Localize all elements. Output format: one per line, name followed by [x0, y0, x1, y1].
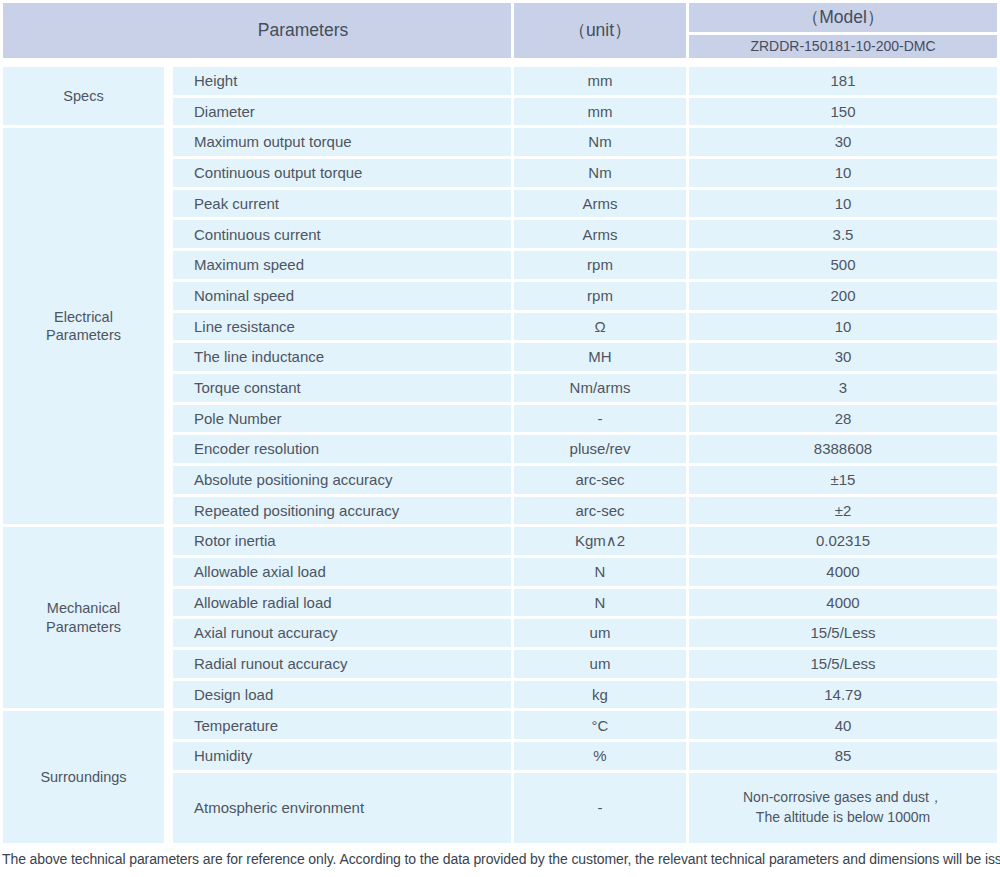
value-cell: Non-corrosive gases and dust， The altitu… [689, 773, 997, 843]
value-cell: 150 [689, 98, 997, 126]
value-cell: 3.5 [689, 220, 997, 248]
section-label: Electrical Parameters [3, 128, 170, 524]
section-label: Specs [3, 67, 170, 125]
param-name-cell: Torque constant [173, 374, 511, 402]
param-name-cell: Rotor inertia [173, 527, 511, 555]
unit-cell: % [514, 742, 686, 770]
value-cell: 8388608 [689, 435, 997, 463]
unit-cell: N [514, 589, 686, 617]
value-cell: 15/5/Less [689, 619, 997, 647]
value-cell: 30 [689, 343, 997, 371]
param-name-cell: Continuous current [173, 220, 511, 248]
unit-cell: arc-sec [514, 466, 686, 494]
value-cell: 3 [689, 374, 997, 402]
param-name-cell: Allowable axial load [173, 558, 511, 586]
unit-cell: - [514, 773, 686, 843]
unit-cell: N [514, 558, 686, 586]
footnote: The above technical parameters are for r… [2, 851, 999, 867]
section-label-text: Mechanical Parameters [32, 599, 136, 637]
model-code: ZRDDR-150181-10-200-DMC [689, 35, 997, 64]
value-cell: 200 [689, 282, 997, 310]
unit-cell: mm [514, 98, 686, 126]
spec-table: Parameters （unit） （Model） ZRDDR-150181-1… [3, 3, 997, 843]
unit-cell: Kgm∧2 [514, 527, 686, 555]
unit-cell: arc-sec [514, 497, 686, 525]
value-cell: 500 [689, 251, 997, 279]
value-cell: 30 [689, 128, 997, 156]
param-name-cell: Allowable radial load [173, 589, 511, 617]
unit-cell: kg [514, 681, 686, 709]
param-name-cell: Pole Number [173, 405, 511, 433]
value-cell: ±2 [689, 497, 997, 525]
param-name-cell: Diameter [173, 98, 511, 126]
value-cell: 4000 [689, 558, 997, 586]
value-cell: 4000 [689, 589, 997, 617]
unit-cell: - [514, 405, 686, 433]
unit-cell: Nm [514, 128, 686, 156]
unit-cell: °C [514, 711, 686, 739]
value-cell: 15/5/Less [689, 650, 997, 678]
section-label-text: Specs [63, 87, 103, 106]
section-label-text: Electrical Parameters [32, 308, 136, 346]
value-cell: 28 [689, 405, 997, 433]
section-label: Surroundings [3, 711, 170, 842]
model-header: （Model） [689, 3, 997, 32]
value-cell: 85 [689, 742, 997, 770]
param-name-cell: Design load [173, 681, 511, 709]
unit-cell: MH [514, 343, 686, 371]
param-name-cell: Repeated positioning accuracy [173, 497, 511, 525]
param-name-cell: Maximum speed [173, 251, 511, 279]
param-name-cell: Absolute positioning accuracy [173, 466, 511, 494]
unit-header: （unit） [514, 3, 686, 64]
param-name-cell: Line resistance [173, 313, 511, 341]
unit-cell: um [514, 650, 686, 678]
value-cell: 10 [689, 313, 997, 341]
unit-cell: Nm/arms [514, 374, 686, 402]
spec-sheet-page: Parameters （unit） （Model） ZRDDR-150181-1… [0, 0, 1000, 877]
value-cell: 40 [689, 711, 997, 739]
param-name-cell: Continuous output torque [173, 159, 511, 187]
unit-cell: Arms [514, 190, 686, 218]
param-name-cell: Temperature [173, 711, 511, 739]
unit-cell: um [514, 619, 686, 647]
param-name-cell: Maximum output torque [173, 128, 511, 156]
param-name-cell: Radial runout accuracy [173, 650, 511, 678]
param-name-cell: Encoder resolution [173, 435, 511, 463]
value-cell: 10 [689, 190, 997, 218]
unit-cell: mm [514, 67, 686, 95]
unit-cell: rpm [514, 251, 686, 279]
param-name-cell: Atmospheric environment [173, 773, 511, 843]
section-label: Mechanical Parameters [3, 527, 170, 708]
param-name-cell: Nominal speed [173, 282, 511, 310]
unit-cell: Ω [514, 313, 686, 341]
unit-cell: Nm [514, 159, 686, 187]
value-cell: 181 [689, 67, 997, 95]
value-cell: 0.02315 [689, 527, 997, 555]
unit-cell: Arms [514, 220, 686, 248]
unit-cell: rpm [514, 282, 686, 310]
value-cell: 10 [689, 159, 997, 187]
unit-cell: pluse/rev [514, 435, 686, 463]
param-name-cell: Humidity [173, 742, 511, 770]
param-name-cell: The line inductance [173, 343, 511, 371]
param-name-cell: Peak current [173, 190, 511, 218]
value-cell: ±15 [689, 466, 997, 494]
value-cell: 14.79 [689, 681, 997, 709]
param-name-cell: Height [173, 67, 511, 95]
parameters-header: Parameters [3, 3, 511, 64]
param-name-cell: Axial runout accuracy [173, 619, 511, 647]
section-label-text: Surroundings [40, 768, 126, 787]
